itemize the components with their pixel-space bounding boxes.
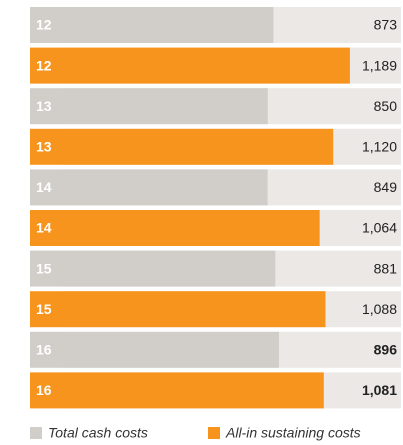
value-label: 896 bbox=[374, 342, 398, 358]
bar bbox=[62, 7, 274, 43]
bar bbox=[62, 210, 320, 246]
category-box bbox=[30, 7, 62, 43]
category-label: 14 bbox=[36, 220, 52, 236]
legend-swatch bbox=[208, 427, 220, 439]
bar bbox=[62, 47, 350, 84]
category-box bbox=[30, 291, 62, 328]
category-box bbox=[30, 210, 62, 246]
category-label: 15 bbox=[36, 301, 52, 317]
category-label: 12 bbox=[36, 57, 52, 73]
legend-label: Total cash costs bbox=[48, 425, 148, 441]
category-box bbox=[30, 331, 62, 368]
bar bbox=[62, 250, 276, 287]
category-box bbox=[30, 47, 62, 84]
value-label: 1,088 bbox=[362, 301, 397, 317]
bar bbox=[62, 128, 334, 165]
value-label: 1,120 bbox=[362, 139, 397, 155]
bar bbox=[62, 331, 279, 368]
category-label: 15 bbox=[36, 260, 52, 276]
category-label: 16 bbox=[36, 342, 52, 358]
category-box bbox=[30, 88, 62, 125]
category-box bbox=[30, 250, 62, 287]
bar bbox=[62, 88, 268, 125]
value-label: 881 bbox=[374, 260, 398, 276]
category-box bbox=[30, 372, 62, 409]
value-label: 1,189 bbox=[362, 57, 397, 73]
value-label: 873 bbox=[374, 17, 398, 33]
category-label: 12 bbox=[36, 17, 52, 33]
value-label: 850 bbox=[374, 98, 398, 114]
value-label: 1,064 bbox=[362, 220, 397, 236]
category-box bbox=[30, 169, 62, 206]
category-label: 13 bbox=[36, 139, 52, 155]
value-label: 1,081 bbox=[362, 382, 397, 398]
bar bbox=[62, 169, 268, 206]
category-label: 14 bbox=[36, 179, 52, 195]
category-box bbox=[30, 128, 62, 165]
category-label: 16 bbox=[36, 382, 52, 398]
bar bbox=[62, 372, 324, 409]
legend-swatch bbox=[30, 427, 42, 439]
legend-label: All-in sustaining costs bbox=[225, 425, 361, 441]
category-label: 13 bbox=[36, 98, 52, 114]
bar bbox=[62, 291, 326, 328]
value-label: 849 bbox=[374, 179, 398, 195]
